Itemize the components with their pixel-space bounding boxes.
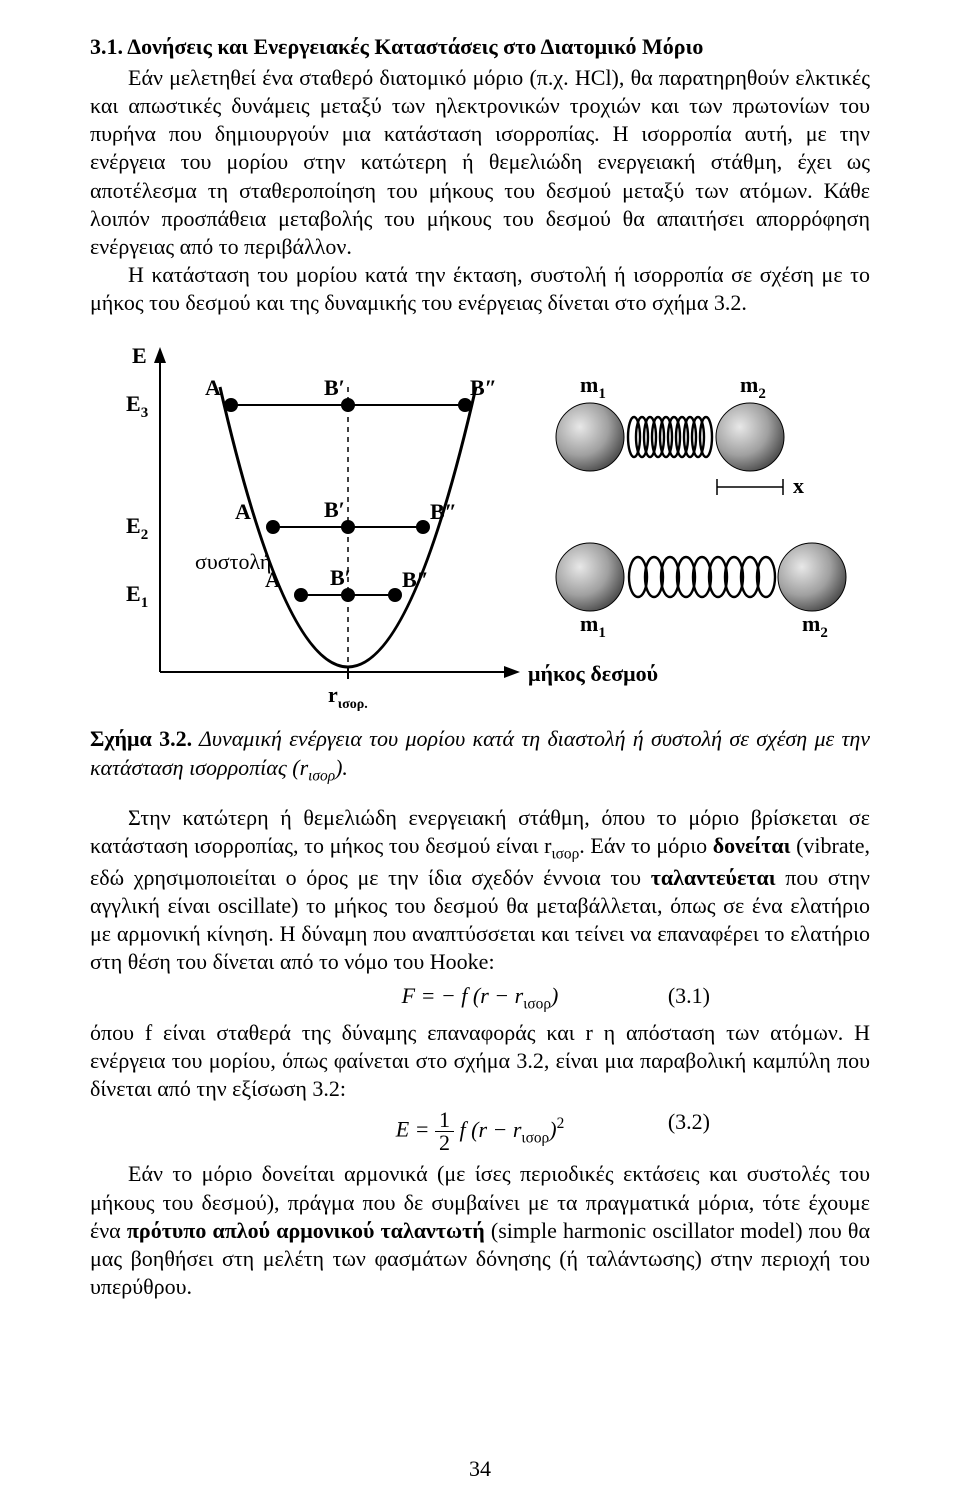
node-Bpp-e2: B″ <box>430 499 457 524</box>
p3-sub: ισορ <box>551 845 579 862</box>
level-E3: E3 <box>126 391 148 421</box>
level-E1: E1 <box>126 581 148 611</box>
level-E2: E2 <box>126 513 148 543</box>
mass-m1-bot: m1 <box>580 611 606 641</box>
eq2-number: (3.2) <box>668 1109 710 1135</box>
node-A-e3: A <box>205 375 221 400</box>
node-Bp-e3: B′ <box>324 375 345 400</box>
paragraph-4: όπου f είναι σταθερά της δύναμης επαναφο… <box>90 1019 870 1103</box>
caption-body: Δυναμική ενέργεια του μορίου κατά τη δια… <box>90 726 870 779</box>
node-A-e2: A <box>235 499 251 524</box>
caption-sub: ισορ <box>308 755 335 780</box>
p5-bold: πρότυπο απλού αρμονικού ταλαντωτή <box>127 1218 485 1243</box>
x-axis-label: μήκος δεσμού <box>528 661 658 686</box>
equation-3-2: E = 1 2 f (r − rισορ)2 (3.2) <box>90 1109 870 1154</box>
node-A-e1: A <box>265 567 281 592</box>
figure-3-2: E E3 A B′ B″ E2 A B′ B″ συστολή <box>90 327 870 717</box>
equation-3-1: F = − f (r − rισορ) (3.1) <box>90 983 870 1013</box>
p3-b: . Εάν το μόριο <box>579 833 712 858</box>
p3-bold2: ταλαντεύεται <box>651 865 776 890</box>
mass-m2-top: m2 <box>740 372 766 402</box>
annotation-systoli: συστολή <box>195 549 271 574</box>
spring-x-label: x <box>793 473 804 498</box>
axis-E-label: E <box>132 343 147 368</box>
section-heading: 3.1. Δονήσεις και Ενεργειακές Καταστάσει… <box>90 34 870 60</box>
caption-lead: Σχήμα 3.2. <box>90 726 192 751</box>
eq2-text: E = 1 2 f (r − rισορ)2 <box>396 1109 565 1154</box>
mass-m2-bot: m2 <box>802 611 828 641</box>
node-Bpp-e3: B″ <box>470 375 497 400</box>
node-Bpp-e1: B″ <box>402 567 429 592</box>
paragraph-3: Στην κατώτερη ή θεμελιώδη ενεργειακή στά… <box>90 804 870 977</box>
node-Bp-e1: B′ <box>330 565 351 590</box>
eq1-number: (3.1) <box>668 983 710 1009</box>
p3-bold1: δονείται <box>713 833 791 858</box>
mass-m1-top: m1 <box>580 372 606 402</box>
paragraph-5: Εάν το μόριο δονείται αρμονικά (με ίσες … <box>90 1160 870 1301</box>
page-number: 34 <box>0 1456 960 1482</box>
eq1-text: F = − f (r − rισορ) <box>402 983 559 1008</box>
paragraph-1: Εάν μελετηθεί ένα σταθερό διατομικό μόρι… <box>90 64 870 261</box>
caption-tail: ). <box>335 755 348 780</box>
node-Bp-e2: B′ <box>324 497 345 522</box>
r-isor-label: rισορ. <box>328 682 368 712</box>
figure-caption: Σχήμα 3.2. Δυναμική ενέργεια του μορίου … <box>90 725 870 785</box>
paragraph-2: Η κατάσταση του μορίου κατά την έκταση, … <box>90 261 870 317</box>
